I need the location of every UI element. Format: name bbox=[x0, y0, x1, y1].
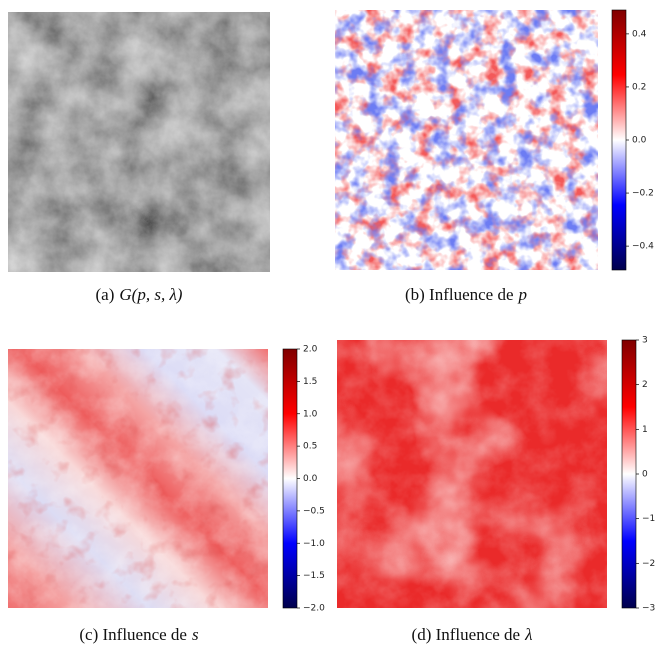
image-a bbox=[8, 12, 270, 272]
colorbar-tick-label: −3 bbox=[642, 604, 655, 614]
caption-math: p bbox=[518, 285, 528, 304]
caption-text: (c) Influence de bbox=[79, 625, 187, 644]
colorbar-tick-label: −1.0 bbox=[303, 539, 325, 549]
colorbar-tick-label: 1.0 bbox=[303, 409, 318, 419]
caption-text: (b) Influence de bbox=[405, 285, 514, 304]
colorbar-tick-label: 0 bbox=[642, 470, 648, 480]
image-b bbox=[335, 10, 598, 270]
colorbar-tick-label: 1.5 bbox=[303, 377, 317, 387]
colorbar-tick-label: −2.0 bbox=[303, 604, 325, 614]
colorbar bbox=[621, 339, 637, 609]
colorbar-tick-label: 1 bbox=[642, 425, 648, 435]
caption-text: (a) bbox=[96, 285, 115, 304]
caption-text: (d) Influence de bbox=[412, 625, 521, 644]
colorbar bbox=[282, 348, 298, 609]
colorbar-tick-label: −0.5 bbox=[303, 506, 325, 516]
image-d bbox=[337, 340, 607, 608]
colorbar-tick-label: −1.5 bbox=[303, 571, 325, 581]
caption: (a) G(p, s, λ) bbox=[96, 285, 183, 304]
colorbar-tick-label: 2 bbox=[642, 380, 648, 390]
colorbar-tick-label: 0.4 bbox=[632, 29, 647, 39]
image-c bbox=[8, 349, 268, 608]
colorbar-tick-label: −0.2 bbox=[632, 189, 654, 199]
colorbar-tick-label: −0.4 bbox=[632, 242, 654, 252]
colorbar-tick-label: −1 bbox=[642, 514, 655, 524]
colorbar bbox=[611, 9, 627, 271]
caption: (b) Influence de p bbox=[405, 285, 527, 304]
caption-math: s bbox=[192, 625, 199, 644]
colorbar-tick-label: 0.0 bbox=[632, 136, 647, 146]
colorbar-tick-label: −2 bbox=[642, 559, 655, 569]
colorbar-tick-label: 0.5 bbox=[303, 442, 317, 452]
colorbar-tick-label: 2.0 bbox=[303, 345, 318, 355]
colorbar-tick-label: 3 bbox=[642, 336, 648, 346]
caption-math: λ bbox=[524, 625, 532, 644]
caption: (c) Influence de s bbox=[79, 625, 199, 644]
caption: (d) Influence de λ bbox=[412, 625, 533, 644]
colorbar-tick-label: 0.2 bbox=[632, 82, 646, 92]
caption-math: G(p, s, λ) bbox=[119, 285, 182, 304]
colorbar-tick-label: 0.0 bbox=[303, 474, 318, 484]
